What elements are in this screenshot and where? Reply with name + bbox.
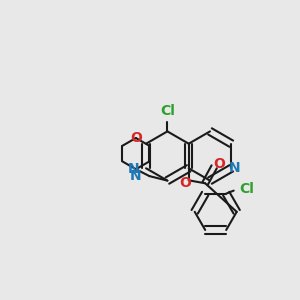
Text: Cl: Cl — [239, 182, 254, 196]
Text: N: N — [128, 162, 139, 176]
Text: N: N — [229, 161, 241, 175]
Text: O: O — [130, 131, 142, 145]
Text: O: O — [179, 176, 191, 190]
Text: N: N — [130, 169, 142, 183]
Text: Cl: Cl — [160, 104, 175, 118]
Text: O: O — [213, 157, 225, 171]
